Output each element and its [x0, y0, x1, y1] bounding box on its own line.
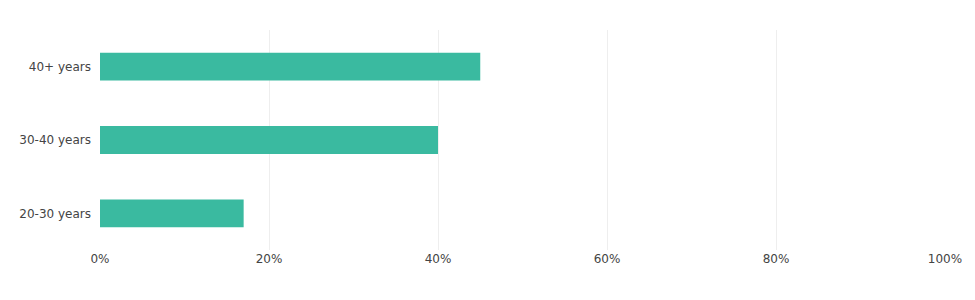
svg-text:20-30 years: 20-30 years — [19, 207, 91, 221]
svg-text:0%: 0% — [90, 252, 109, 266]
svg-text:60%: 60% — [594, 252, 621, 266]
svg-text:80%: 80% — [763, 252, 790, 266]
svg-text:30-40 years: 30-40 years — [19, 133, 91, 147]
svg-text:40%: 40% — [425, 252, 452, 266]
svg-text:40+ years: 40+ years — [29, 60, 91, 74]
svg-text:100%: 100% — [928, 252, 962, 266]
svg-text:20%: 20% — [256, 252, 283, 266]
